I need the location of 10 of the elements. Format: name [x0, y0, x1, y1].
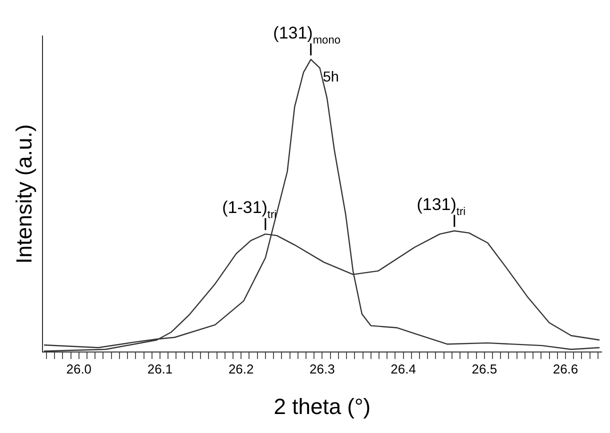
- x-tick-label: 26.3: [310, 361, 335, 376]
- x-tick-label: 26.2: [228, 361, 254, 376]
- x-tick-label: 26.6: [552, 361, 578, 376]
- y-axis-title: Intensity (a.u.): [11, 124, 36, 264]
- x-tick-label: 26.1: [147, 361, 173, 376]
- x-tick-label: 26.4: [390, 361, 416, 376]
- x-tick-label: 26.0: [66, 361, 92, 376]
- x-axis-title: 2 theta (°): [274, 394, 371, 419]
- x-tick-label: 26.5: [472, 361, 498, 376]
- annotation: 5h: [322, 69, 339, 86]
